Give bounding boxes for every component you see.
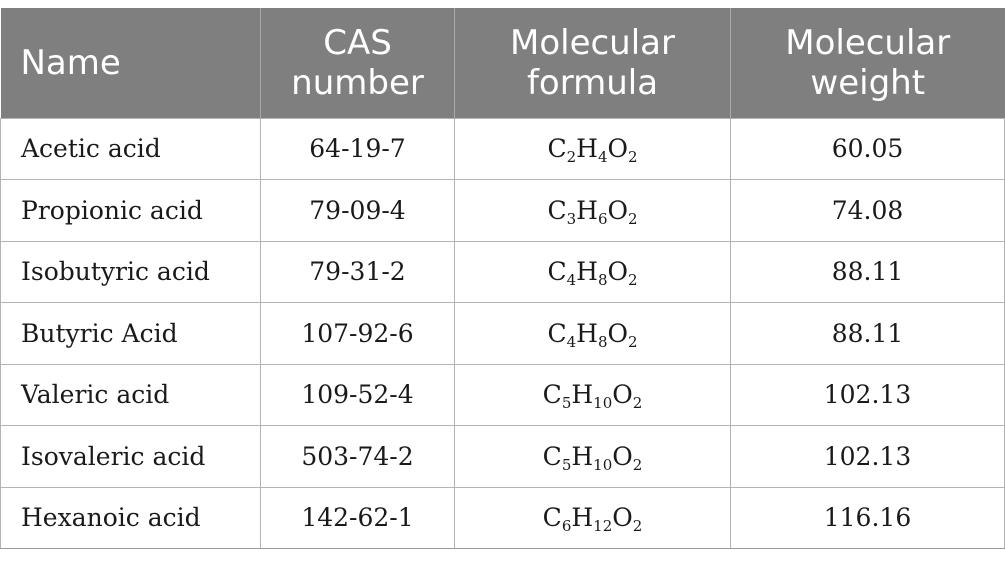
cell-molecular-weight: 102.13: [730, 363, 1005, 426]
formula-element: O: [612, 441, 633, 471]
table-row: Propionic acid 79-09-4 C3H6O2 74.08: [0, 179, 1005, 242]
cell-molecular-formula: C3H6O2: [454, 179, 731, 242]
cell-cas-number: 64-19-7: [260, 117, 455, 180]
cell-molecular-formula: C4H8O2: [454, 302, 731, 365]
formula-subscript: 2: [628, 271, 638, 290]
table-row: Valeric acid 109-52-4 C5H10O2 102.13: [0, 363, 1005, 426]
formula-element: C: [547, 257, 567, 287]
formula-subscript: 4: [566, 271, 577, 290]
formula-element: C: [542, 441, 562, 471]
header-weight-line2: weight: [810, 62, 926, 103]
data-table: Name CAS number Molecular formula Molecu…: [0, 8, 1005, 549]
formula-subscript: 3: [566, 209, 577, 228]
formula-subscript: 6: [597, 209, 608, 228]
formula-subscript: 8: [597, 271, 608, 290]
table-row: Isobutyric acid 79-31-2 C4H8O2 88.11: [0, 240, 1005, 303]
formula-subscript: 10: [593, 394, 613, 413]
formula-subscript: 5: [561, 455, 572, 474]
header-name-label: Name: [20, 42, 121, 83]
cell-cas-number: 79-31-2: [260, 240, 455, 303]
header-row: Name CAS number Molecular formula Molecu…: [0, 8, 1005, 118]
formula-element: O: [607, 195, 629, 225]
formula-element: H: [576, 195, 598, 225]
formula-subscript: 4: [597, 148, 608, 167]
header-molecular-formula: Molecular formula: [454, 8, 731, 118]
cell-name: Isovaleric acid: [0, 425, 261, 488]
formula-element: H: [576, 134, 598, 164]
formula-element: O: [607, 318, 629, 348]
formula-element: H: [571, 380, 594, 410]
formula-subscript: 5: [561, 394, 572, 413]
header-weight-line1: Molecular: [785, 22, 951, 63]
formula-subscript: 2: [632, 455, 643, 474]
cell-name: Valeric acid: [0, 363, 261, 426]
cell-molecular-weight: 60.05: [730, 117, 1005, 180]
formula-subscript: 2: [628, 332, 638, 351]
header-formula-line1: Molecular: [509, 22, 675, 63]
cell-molecular-weight: 102.13: [730, 425, 1005, 488]
cell-name: Acetic acid: [0, 117, 261, 180]
formula-subscript: 4: [566, 332, 577, 351]
cell-name: Hexanoic acid: [0, 486, 261, 549]
formula-subscript: 2: [632, 517, 643, 536]
cell-cas-number: 503-74-2: [260, 425, 455, 488]
formula-subscript: 2: [628, 209, 638, 228]
cell-molecular-formula: C2H4O2: [454, 117, 731, 180]
formula-element: H: [571, 503, 594, 533]
formula-element: C: [547, 134, 567, 164]
cell-molecular-formula: C4H8O2: [454, 240, 731, 303]
formula-element: O: [607, 134, 629, 164]
table-row: Butyric Acid 107-92-6 C4H8O2 88.11: [0, 302, 1005, 365]
formula-element: H: [576, 257, 598, 287]
cell-molecular-formula: C6H12O2: [454, 486, 731, 549]
header-cas-line2: number: [291, 62, 424, 103]
header-cas-number: CAS number: [260, 8, 455, 118]
cell-name: Propionic acid: [0, 179, 261, 242]
header-cas-line1: CAS: [323, 22, 392, 63]
formula-element: O: [612, 503, 633, 533]
formula-element: O: [612, 380, 633, 410]
table-row: Isovaleric acid 503-74-2 C5H10O2 102.13: [0, 425, 1005, 488]
table-row: Hexanoic acid 142-62-1 C6H12O2 116.16: [0, 486, 1005, 549]
cell-molecular-weight: 88.11: [730, 240, 1005, 303]
cell-name: Isobutyric acid: [0, 240, 261, 303]
formula-element: H: [571, 441, 594, 471]
formula-element: O: [607, 257, 629, 287]
cell-molecular-formula: C5H10O2: [454, 425, 731, 488]
table-header: Name CAS number Molecular formula Molecu…: [0, 8, 1005, 118]
cell-molecular-weight: 88.11: [730, 302, 1005, 365]
formula-element: H: [576, 318, 598, 348]
formula-subscript: 2: [566, 148, 577, 167]
cell-cas-number: 142-62-1: [260, 486, 455, 549]
formula-element: C: [547, 195, 567, 225]
cell-name: Butyric Acid: [0, 302, 261, 365]
cell-cas-number: 109-52-4: [260, 363, 455, 426]
formula-subscript: 8: [597, 332, 608, 351]
table-row: Acetic acid 64-19-7 C2H4O2 60.05: [0, 117, 1005, 180]
table-body: Acetic acid 64-19-7 C2H4O2 60.05 Propionic a…: [0, 117, 1005, 549]
cell-molecular-weight: 74.08: [730, 179, 1005, 242]
formula-subscript: 12: [593, 517, 613, 536]
formula-element: C: [542, 503, 562, 533]
formula-element: C: [542, 380, 562, 410]
formula-subscript: 2: [632, 394, 643, 413]
formula-element: C: [547, 318, 567, 348]
cell-molecular-weight: 116.16: [730, 486, 1005, 549]
header-molecular-weight: Molecular weight: [730, 8, 1005, 118]
header-name: Name: [1, 8, 261, 118]
header-formula-line2: formula: [526, 62, 659, 103]
cell-cas-number: 79-09-4: [260, 179, 455, 242]
formula-subscript: 6: [561, 517, 572, 536]
cell-cas-number: 107-92-6: [260, 302, 455, 365]
cell-molecular-formula: C5H10O2: [454, 363, 731, 426]
formula-subscript: 10: [593, 455, 613, 474]
formula-subscript: 2: [628, 148, 638, 167]
